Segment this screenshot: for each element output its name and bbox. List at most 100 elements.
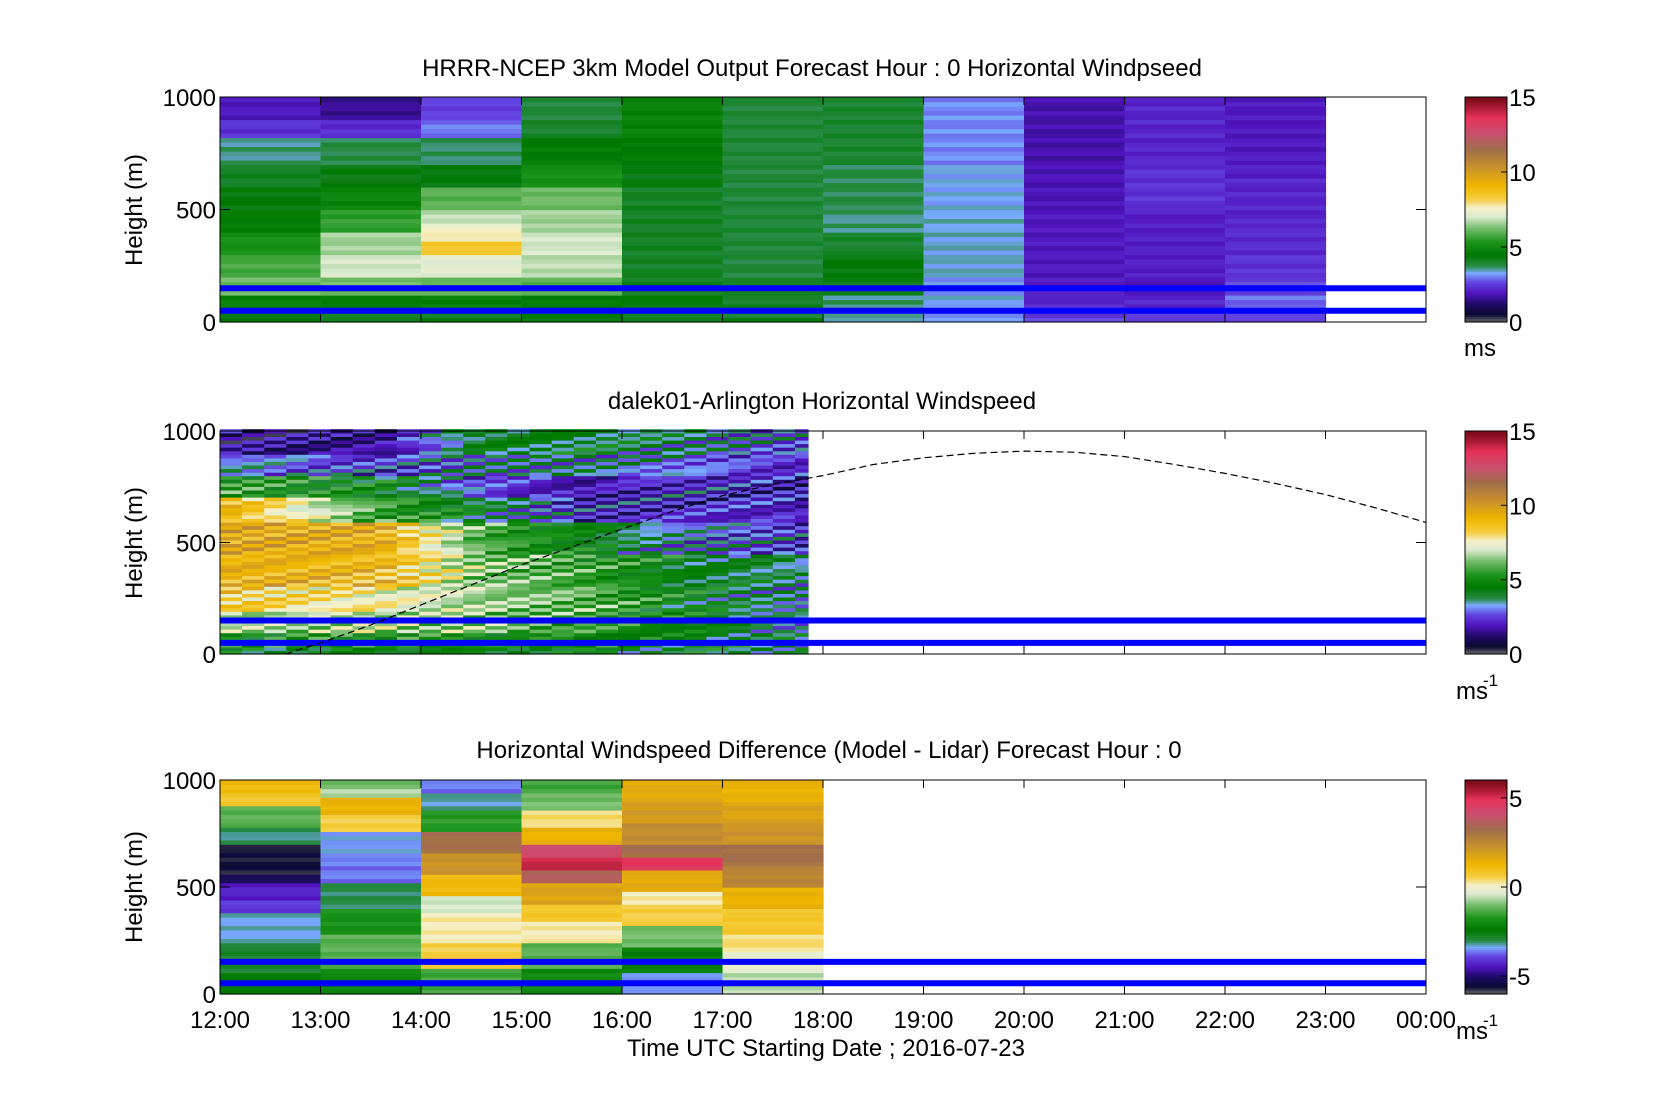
heatmap-cell [220,493,243,498]
heatmap-cell [750,450,774,455]
panel-model-colorbar-unit: ms [1464,335,1496,362]
heatmap-cell [1024,295,1126,301]
heatmap-cell [529,621,553,627]
heatmap-cell [622,951,724,957]
heatmap-cell [728,525,752,530]
heatmap-cell [640,571,663,577]
heatmap-cell [220,522,243,527]
heatmap-cell [662,482,685,487]
heatmap-cell [485,589,508,594]
heatmap-cell [684,447,707,452]
heatmap-cell [722,865,824,871]
heatmap-cell [728,482,752,487]
heatmap-cell [618,482,641,487]
heatmap-cell [1225,137,1327,143]
heatmap-cell [220,128,322,134]
heatmap-cell [595,436,619,441]
heatmap-cell [529,582,553,587]
heatmap-cell [441,629,464,634]
heatmap-cell [507,482,531,487]
heatmap-cell [396,607,420,612]
heatmap-cell [330,621,354,627]
heatmap-cell [728,582,752,587]
heatmap-cell [220,891,322,897]
heatmap-cell [441,611,464,616]
heatmap-cell [242,543,265,548]
heatmap-cell [622,972,724,978]
heatmap-cell [441,439,464,445]
heatmap-cell [320,223,422,229]
heatmap-cell [573,450,597,455]
heatmap-cell [374,593,398,598]
heatmap-cell [728,621,752,627]
heatmap-cell [1024,232,1126,238]
heatmap-cell [320,205,422,211]
heatmap-cell [1225,241,1327,247]
heatmap-cell [485,479,508,484]
heatmap-cell [521,299,623,305]
panel-lidar-title: dalek01-Arlington Horizontal Windspeed [608,388,1036,415]
heatmap-cell [242,614,265,619]
heatmap-cell [320,985,422,991]
heatmap-cell [722,921,824,927]
heatmap-cell [750,632,774,637]
colorbar-swatch [1465,202,1507,205]
heatmap-cell [684,600,707,605]
heatmap-cell [507,586,531,591]
heatmap-cell [772,475,796,480]
colorbar-swatch [1465,906,1507,909]
heatmap-cell [421,254,523,260]
heatmap-cell [772,568,796,573]
heatmap-cell [662,621,685,627]
heatmap-cell [551,539,575,544]
heatmap-cell [640,457,663,462]
heatmap-cell [521,281,623,287]
heatmap-cell [220,178,322,184]
heatmap-cell [1024,218,1126,224]
heatmap-cell [374,621,398,627]
heatmap-cell [441,536,464,541]
heatmap-cell [485,457,508,462]
heatmap-cell [551,611,575,616]
heatmap-cell [1024,281,1126,287]
colorbar-swatch [1465,97,1507,100]
heatmap-cell [772,614,796,619]
heatmap-cell [750,650,774,655]
heatmap-cell [521,151,623,157]
colorbar-swatch [1465,833,1507,836]
heatmap-cell [421,133,523,139]
colorbar-swatch [1465,440,1507,443]
heatmap-cell [722,925,824,931]
colorbar-swatch [1465,451,1507,454]
heatmap-cell [750,636,774,641]
heatmap-cell [374,632,398,637]
heatmap-cell [264,614,287,619]
heatmap-cell [421,146,523,152]
heatmap-cell [684,532,707,537]
colorbar-swatch [1465,462,1507,466]
heatmap-cell [242,646,265,652]
colorbar-swatch [1465,475,1507,479]
colorbar-swatch [1465,265,1507,269]
heatmap-cell [308,522,332,527]
heatmap-cell [463,539,486,544]
heatmap-cell [220,835,322,841]
heatmap-cell [706,443,730,448]
heatmap-cell [352,475,376,480]
colorbar-swatch [1465,525,1507,529]
heatmap-cell [352,543,376,548]
colorbar-swatch [1465,138,1507,141]
heatmap-cell [772,629,796,634]
heatmap-cell [1124,232,1226,238]
heatmap-cell [330,589,354,594]
heatmap-cell [220,187,322,193]
heatmap-cell [320,861,422,867]
heatmap-cell [441,582,464,587]
heatmap-cell [320,110,422,116]
heatmap-cell [220,110,322,116]
heatmap-cell [794,550,809,555]
heatmap-cell [622,142,724,148]
heatmap-cell [529,550,553,555]
colorbar-swatch [1465,479,1507,482]
colorbar-swatch [1465,145,1507,149]
